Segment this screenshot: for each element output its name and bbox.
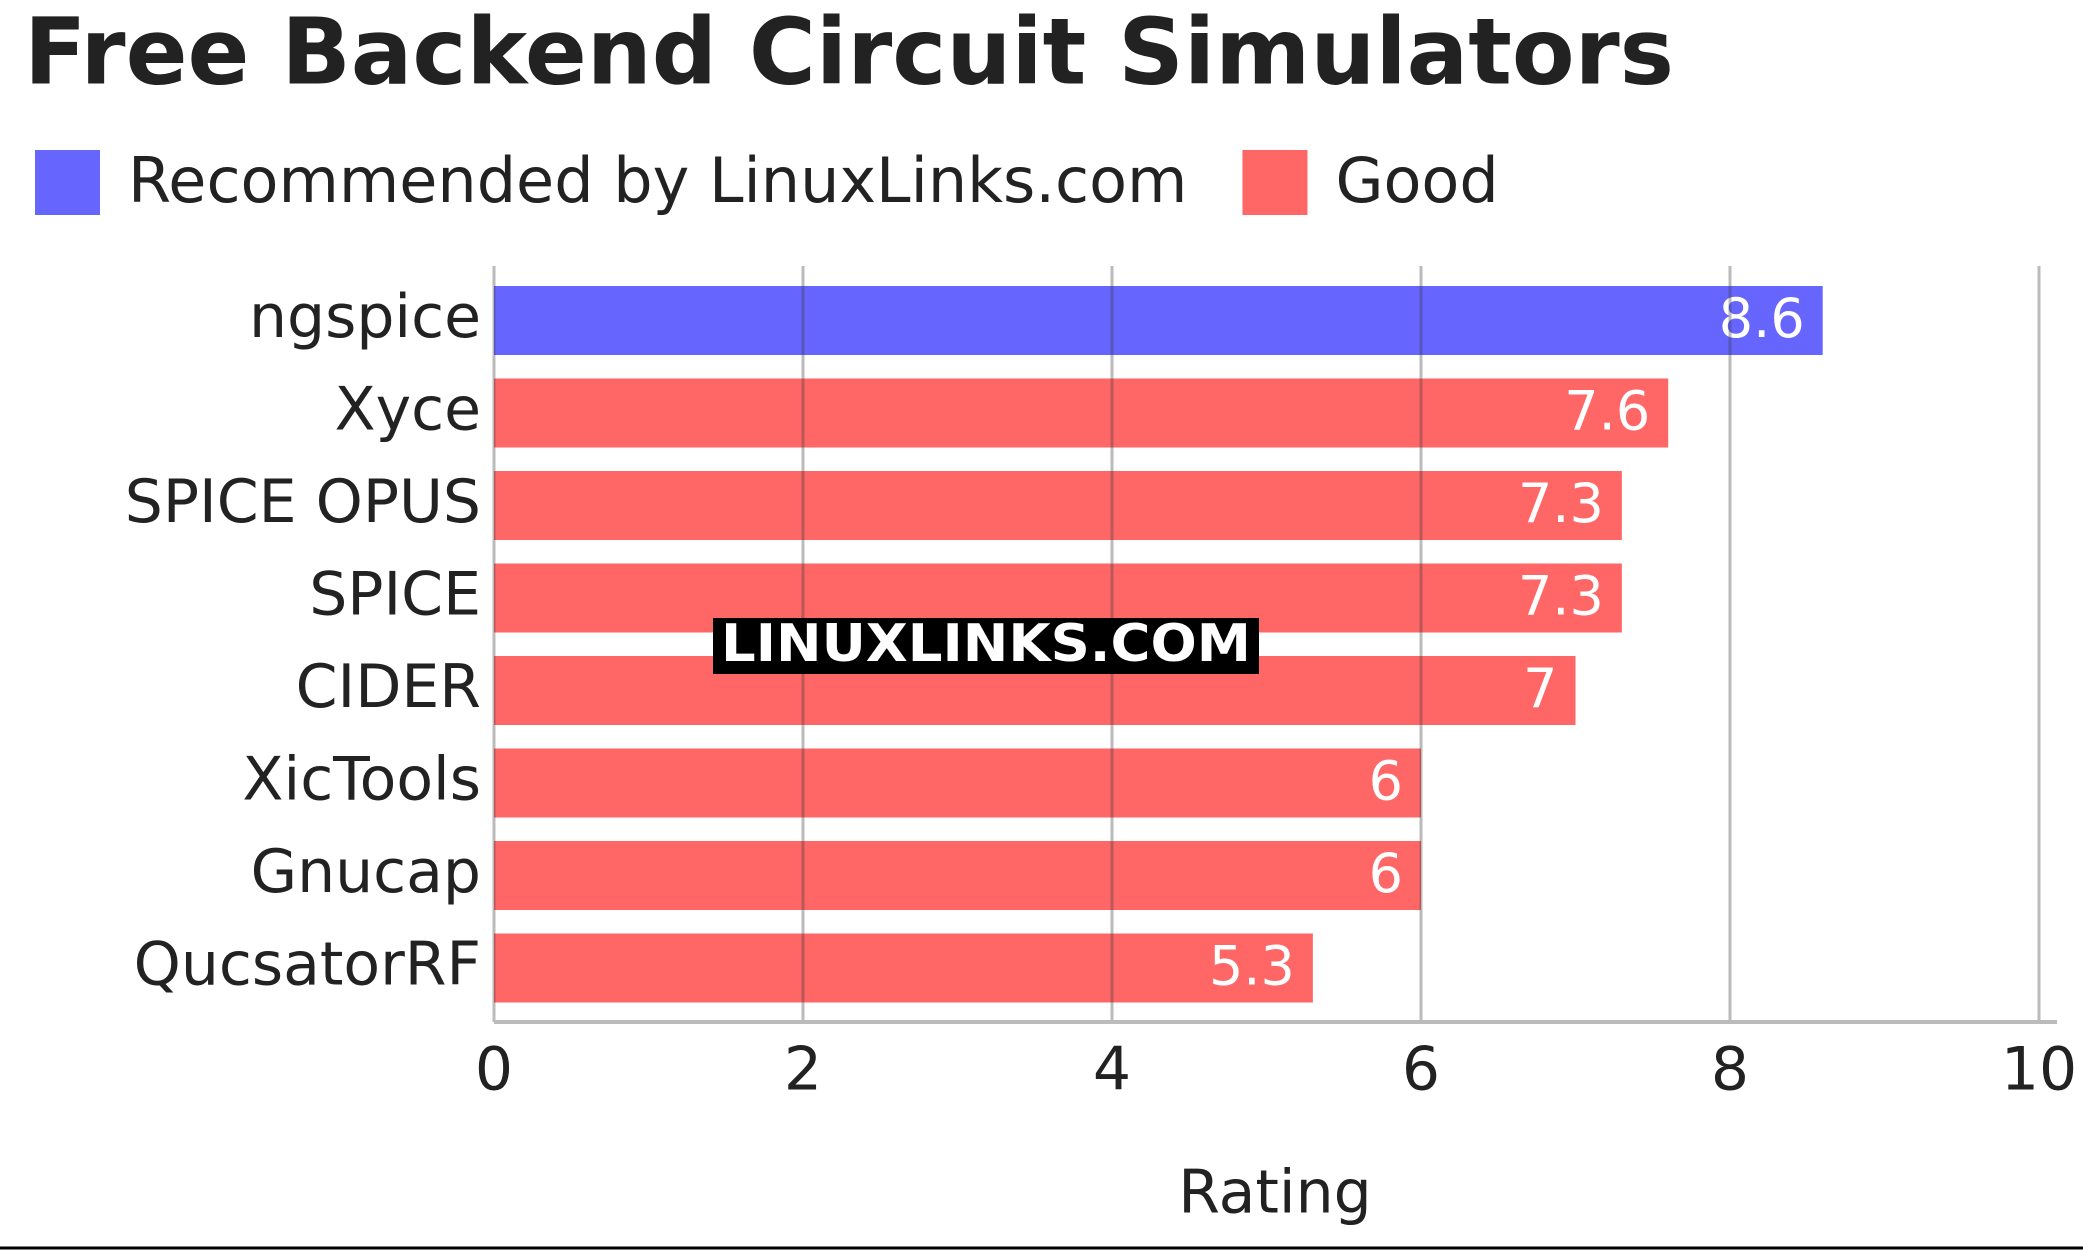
legend-swatch: [1242, 150, 1308, 215]
bar: [494, 748, 1421, 818]
legend-label: Recommended by LinuxLinks.com: [128, 144, 1187, 217]
value-label: 6: [1369, 750, 1403, 813]
value-label: 7.3: [1518, 472, 1604, 535]
legend-swatch: [35, 150, 100, 215]
y-tick-label: SPICE OPUS: [125, 467, 481, 537]
x-axis-title: Rating: [1178, 1158, 1371, 1228]
value-label: 7.6: [1564, 380, 1650, 443]
chart-title: Free Backend Circuit Simulators: [24, 0, 1674, 105]
x-tick-label: 4: [1093, 1035, 1131, 1105]
bar: [494, 286, 1823, 355]
y-tick-label: QucsatorRF: [134, 930, 481, 1000]
bar: [494, 471, 1622, 540]
bar: [494, 933, 1313, 1003]
value-label: 6: [1369, 842, 1403, 905]
y-tick-label: XicTools: [242, 745, 481, 815]
y-tick-label: Xyce: [334, 375, 481, 445]
bar: [494, 841, 1421, 910]
value-label: 8.6: [1719, 287, 1805, 350]
x-tick-label: 8: [1711, 1035, 1749, 1105]
y-tick-label: CIDER: [296, 652, 481, 722]
legend-label: Good: [1335, 144, 1498, 217]
y-tick-label: SPICE: [309, 560, 481, 630]
watermark-bg: [713, 618, 1259, 674]
value-label: 7.3: [1518, 565, 1604, 628]
x-tick-label: 6: [1402, 1035, 1440, 1105]
bar: [494, 378, 1669, 448]
x-tick-label: 10: [2001, 1035, 2077, 1105]
x-tick-label: 0: [475, 1035, 513, 1105]
value-label: 7: [1523, 657, 1557, 720]
y-tick-label: ngspice: [249, 282, 481, 352]
watermark: LINUXLINKS.COM: [721, 614, 1251, 674]
value-label: 5.3: [1209, 935, 1295, 998]
y-tick-label: Gnucap: [251, 837, 481, 907]
x-tick-label: 2: [784, 1035, 822, 1105]
